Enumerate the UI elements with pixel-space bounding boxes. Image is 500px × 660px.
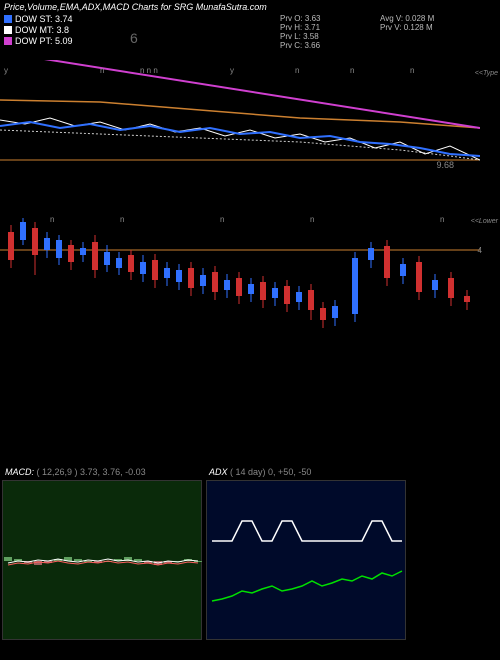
lower-right-tick: 4: [478, 246, 482, 255]
chart-title: Price,Volume,EMA,ADX,MACD Charts for SRG…: [4, 2, 267, 12]
price-info-col2: Avg V: 0.028 MPrv V: 0.128 M: [380, 14, 434, 32]
big-number: 6: [130, 30, 138, 46]
legend-container: DOW ST: 3.74DOW MT: 3.8DOW PT: 5.09: [4, 14, 73, 47]
upper-price-value: 9.68: [436, 160, 454, 170]
legend-color-box: [4, 15, 12, 23]
legend-text: DOW MT: 3.8: [15, 25, 69, 35]
upper-chart-panel: 9.68: [0, 60, 480, 190]
price-info-col1: Prv O: 3.63Prv H: 3.71Prv L: 3.58Prv C: …: [280, 14, 320, 50]
lower-chart-panel: 4: [0, 210, 480, 380]
legend-color-box: [4, 37, 12, 45]
legend-text: DOW PT: 5.09: [15, 36, 73, 46]
adx-panel: ADX ( 14 day) 0, +50, -50: [206, 480, 406, 640]
legend-text: DOW ST: 3.74: [15, 14, 73, 24]
macd-label: MACD: ( 12,26,9 ) 3.73, 3.76, -0.03: [5, 467, 146, 477]
macd-panel: MACD: ( 12,26,9 ) 3.73, 3.76, -0.03: [2, 480, 202, 640]
indicator-panels: MACD: ( 12,26,9 ) 3.73, 3.76, -0.03 ADX …: [0, 480, 500, 640]
legend-color-box: [4, 26, 12, 34]
adx-label: ADX ( 14 day) 0, +50, -50: [209, 467, 311, 477]
